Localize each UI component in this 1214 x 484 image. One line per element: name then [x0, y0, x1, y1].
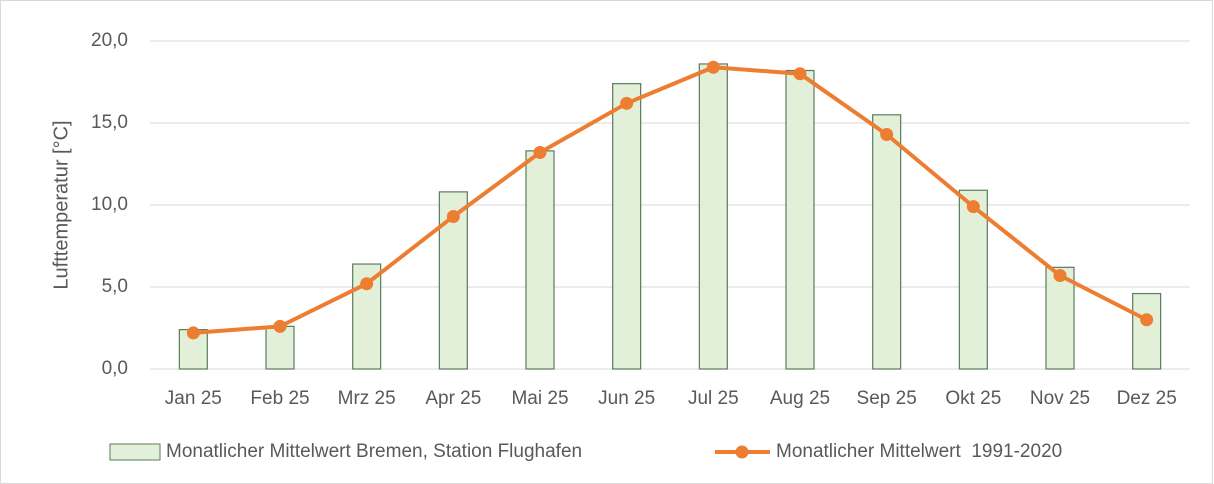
- y-tick-label: 10,0: [91, 194, 128, 215]
- x-tick-label: Aug 25: [770, 388, 830, 409]
- x-tick-label: Jul 25: [688, 388, 739, 409]
- x-tick-label: Jun 25: [598, 388, 655, 409]
- line-marker: [880, 127, 894, 141]
- bar: [698, 63, 728, 370]
- x-tick-label: Mai 25: [511, 388, 568, 409]
- bar: [265, 325, 295, 370]
- line: [193, 65, 1148, 335]
- bar: [785, 69, 815, 370]
- line-marker: [620, 96, 634, 110]
- bar: [612, 83, 642, 370]
- line-marker: [360, 277, 374, 291]
- x-tick-label: Sep 25: [857, 388, 917, 409]
- line-marker: [533, 146, 547, 160]
- x-tick-label: Okt 25: [945, 388, 1001, 409]
- y-tick-label: 0,0: [102, 358, 128, 379]
- y-axis-label: Lufttemperatur [°C]: [50, 120, 72, 289]
- bar: [958, 189, 988, 370]
- line-marker: [186, 326, 200, 340]
- line-marker: [1053, 269, 1067, 283]
- x-tick-label: Feb 25: [250, 388, 309, 409]
- line-marker: [446, 209, 460, 223]
- bar: [1132, 292, 1162, 370]
- line-marker: [273, 319, 287, 333]
- legend-swatch: [109, 443, 161, 461]
- bar: [1045, 266, 1075, 370]
- legend-label: Monatlicher Mittelwert Bremen, Station F…: [166, 441, 582, 462]
- line-marker: [966, 200, 980, 214]
- y-tick-label: 20,0: [91, 30, 128, 51]
- x-tick-label: Apr 25: [425, 388, 481, 409]
- bar: [525, 150, 555, 370]
- line-marker: [793, 67, 807, 81]
- x-tick-label: Jan 25: [165, 388, 222, 409]
- x-tick-label: Mrz 25: [338, 388, 396, 409]
- line-marker: [1140, 313, 1154, 327]
- y-tick-label: 15,0: [91, 112, 128, 133]
- bar: [872, 114, 902, 370]
- y-tick-label: 5,0: [102, 276, 128, 297]
- legend-label: Monatlicher Mittelwert 1991-2020: [776, 441, 1062, 462]
- legend-swatch: [735, 445, 749, 459]
- x-tick-label: Nov 25: [1030, 388, 1090, 409]
- x-tick-label: Dez 25: [1117, 388, 1177, 409]
- line-marker: [706, 60, 720, 74]
